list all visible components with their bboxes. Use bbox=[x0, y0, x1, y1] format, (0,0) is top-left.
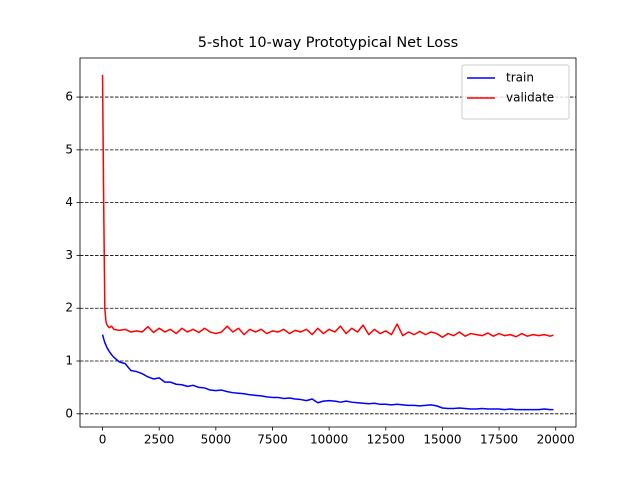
y-tick-label: 2 bbox=[65, 301, 73, 315]
x-tick-label: 17500 bbox=[480, 433, 518, 447]
x-tick-label: 10000 bbox=[310, 433, 348, 447]
x-tick-label: 12500 bbox=[367, 433, 405, 447]
legend-label: train bbox=[506, 71, 534, 85]
chart-title: 5-shot 10-way Prototypical Net Loss bbox=[198, 35, 458, 51]
x-tick-label: 2500 bbox=[144, 433, 175, 447]
plot-frame bbox=[79, 57, 577, 428]
series-line bbox=[101, 74, 554, 339]
y-tick-label: 1 bbox=[65, 354, 73, 368]
legend-label: validate bbox=[506, 91, 554, 105]
x-tick-label: 20000 bbox=[537, 433, 575, 447]
y-tick-label: 0 bbox=[65, 406, 73, 420]
x-tick-label: 7500 bbox=[257, 433, 288, 447]
x-tick-label: 0 bbox=[99, 433, 107, 447]
series-line bbox=[101, 334, 554, 411]
y-tick-label: 4 bbox=[65, 195, 73, 209]
y-tick-label: 6 bbox=[65, 90, 73, 104]
x-tick-label: 5000 bbox=[201, 433, 232, 447]
y-tick-label: 3 bbox=[65, 248, 73, 262]
x-tick-label: 15000 bbox=[423, 433, 461, 447]
y-tick-label: 5 bbox=[65, 142, 73, 156]
